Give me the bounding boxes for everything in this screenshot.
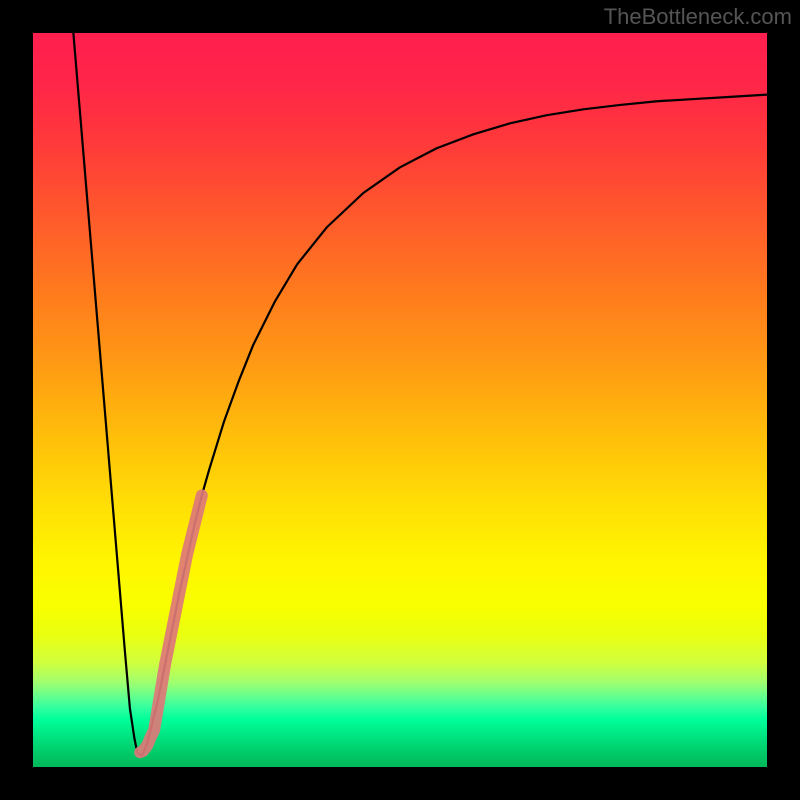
curve-layer [33, 33, 767, 767]
overlay-segment [140, 495, 202, 752]
chart-container: TheBottleneck.com [0, 0, 800, 800]
watermark-text: TheBottleneck.com [604, 4, 792, 30]
main-curve [73, 33, 767, 756]
